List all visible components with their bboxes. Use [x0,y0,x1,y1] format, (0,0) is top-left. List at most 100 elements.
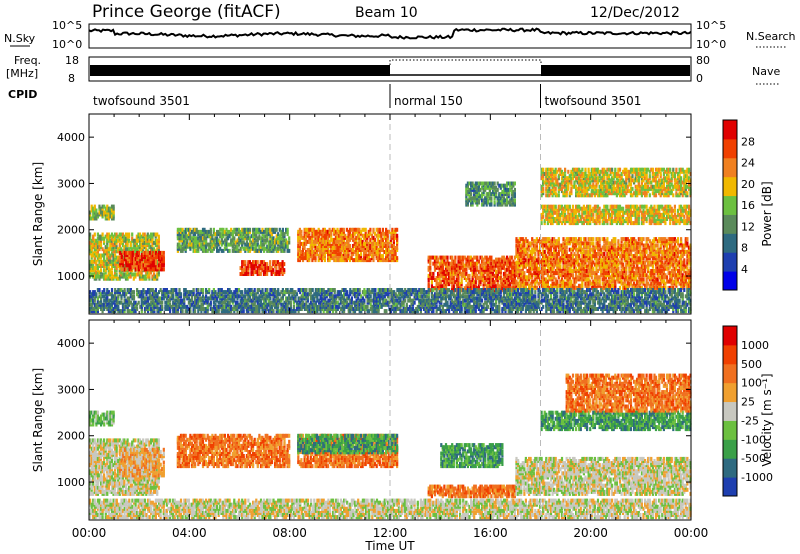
power-echo-cell [330,229,333,234]
power-echo-cell [328,239,331,244]
power-echo-cell [156,253,159,257]
power-echo-cell [95,214,98,219]
power-echo-cell [120,253,123,257]
power-echo-cell [266,262,269,267]
power-echo-cell [219,232,222,237]
power-echo-cell [131,236,134,241]
power-echo-cell [107,247,110,252]
power-echo-cell [281,229,284,234]
power-echo-cell [110,240,114,245]
power-echo-cell [336,235,339,240]
power-echo-cell [146,232,149,237]
power-echo-cell [90,249,93,254]
power-echo-cell [203,240,206,245]
power-echo-cell [112,247,115,252]
power-echo-cell [280,232,283,237]
power-echo-cell [194,232,197,237]
power-echo-cell [278,234,281,239]
power-echo-cell [104,234,107,239]
power-echo-cell [154,259,158,264]
power-echo-cell [140,276,143,281]
power-echo-cell [112,253,115,258]
power-echo-cell [301,252,305,257]
power-echo-cell [119,250,122,255]
power-echo-cell [95,240,98,245]
power-echo-cell [316,252,319,257]
power-echo-cell [117,249,120,254]
power-echo-cell [112,259,115,264]
power-echo-cell [297,229,300,234]
power-echo-cell [103,240,106,245]
power-echo-cell [98,247,101,252]
power-echo-cell [110,276,114,281]
power-echo-cell [89,247,92,252]
power-echo-cell [128,263,131,268]
nsearch-tick-high: 10^5 [696,19,726,32]
power-echo-cell [245,244,248,249]
power-echo-cell [110,253,114,258]
power-echo-cell [95,238,98,243]
power-echo-cell [197,242,200,247]
power-echo-cell [153,253,156,257]
power-echo-cell [201,232,205,237]
power-echo-cell [89,240,92,245]
power-echo-cell [121,243,124,247]
power-echo-cell [288,240,291,245]
power-echo-cell [255,246,258,251]
power-echo-cell [263,238,266,243]
power-echo-cell [470,192,473,197]
power-echo-cell [189,246,192,251]
power-echo-cell [386,233,389,238]
power-echo-cell [197,240,200,245]
power-echo-cell [132,245,135,250]
power-echo-cell [110,259,114,264]
power-echo-cell [126,263,130,268]
power-echo-cell [157,240,160,245]
power-echo-cell [144,255,147,260]
power-echo-cell [183,234,186,239]
power-echo-cell [333,252,336,257]
power-echo-cell [114,240,117,245]
power-echo-cell [241,242,244,247]
power-echo-cell [176,244,179,249]
power-echo-cells [89,167,692,314]
power-echo-cell [267,227,270,232]
power-echo-cell [261,227,264,232]
power-echo-cell [99,274,103,279]
power-echo-cell [148,274,151,279]
power-echo-cell [241,260,244,265]
power-echo-cell [322,227,325,232]
power-echo-cell [309,239,312,244]
power-echo-cell [103,274,106,279]
power-echo-cell [98,261,101,266]
power-echo-cell [123,245,126,250]
power-echo-cell [98,255,101,260]
power-echo-cell [140,272,143,277]
power-echo-cell [104,268,107,273]
power-echo-cell [255,238,258,243]
power-echo-cell [153,274,156,279]
power-echo-cell [181,236,184,241]
power-echo-cell [598,243,601,248]
power-echo-cell [145,253,148,257]
power-echo-cell [252,242,255,247]
power-echo-cell [205,242,208,247]
power-echo-cell [396,256,399,261]
power-echo-cell [132,276,135,281]
power-echo-cell [142,263,145,268]
power-echo-cell [157,245,160,250]
power-echo-cell [156,243,159,247]
power-echo-cell [275,238,278,243]
power-echo-cell [274,242,277,247]
power-echo-cell [231,242,234,247]
power-echo-cell [237,227,241,232]
power-echo-cell [325,229,328,234]
power-echo-cell [228,232,231,237]
power-echo-cell [256,242,259,247]
power-echo-cell [338,256,341,261]
power-echo-cell [277,232,280,237]
power-echo-cell [198,242,201,247]
power-echo-cell [617,266,620,271]
power-echo-cell [134,245,137,250]
power-echo-cell [139,259,142,264]
